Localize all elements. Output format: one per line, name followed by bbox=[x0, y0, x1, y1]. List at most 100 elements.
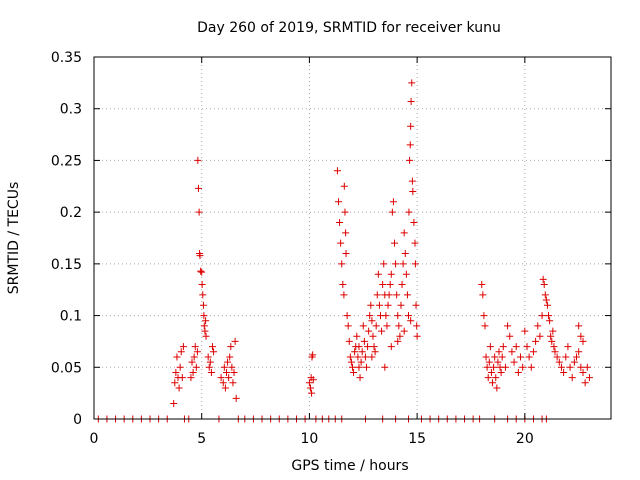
data-point bbox=[351, 348, 359, 356]
data-point bbox=[355, 343, 363, 351]
data-point bbox=[536, 332, 544, 340]
data-point bbox=[497, 368, 505, 376]
data-point bbox=[361, 353, 369, 361]
x-tick-label: 15 bbox=[408, 431, 426, 447]
data-point bbox=[568, 374, 576, 382]
axis-ticks: 0 0.05 0.1 0.15 0.2 0.25 0.3 0.35 0 5 10 15 20 bbox=[51, 50, 611, 447]
data-point bbox=[195, 208, 203, 216]
data-point bbox=[356, 374, 364, 382]
data-point bbox=[492, 374, 500, 382]
data-point bbox=[562, 353, 570, 361]
data-point bbox=[510, 358, 518, 366]
data-point bbox=[549, 327, 557, 335]
data-point bbox=[380, 260, 388, 268]
data-point bbox=[357, 358, 365, 366]
data-point bbox=[543, 301, 551, 309]
data-point bbox=[538, 312, 546, 320]
data-point bbox=[208, 343, 216, 351]
data-point bbox=[402, 270, 410, 278]
data-point bbox=[487, 368, 495, 376]
data-point bbox=[228, 363, 236, 371]
data-point bbox=[412, 301, 420, 309]
data-point bbox=[197, 267, 205, 275]
y-axis-label: SRMTID / TECUs bbox=[6, 182, 22, 295]
data-point bbox=[539, 275, 547, 283]
data-point bbox=[585, 374, 593, 382]
data-point bbox=[309, 351, 317, 359]
y-tick-label: 0.05 bbox=[51, 360, 82, 376]
data-point bbox=[481, 322, 489, 330]
data-point bbox=[573, 353, 581, 361]
data-point bbox=[382, 312, 390, 320]
data-point bbox=[308, 389, 316, 397]
data-point bbox=[396, 332, 404, 340]
data-point bbox=[175, 384, 183, 392]
data-point bbox=[501, 363, 509, 371]
data-point bbox=[545, 312, 553, 320]
data-point bbox=[385, 291, 393, 299]
data-point bbox=[566, 363, 574, 371]
data-point bbox=[355, 363, 363, 371]
data-point bbox=[179, 343, 187, 351]
data-point bbox=[564, 343, 572, 351]
data-point bbox=[206, 358, 214, 366]
data-point bbox=[358, 348, 366, 356]
data-point bbox=[364, 343, 372, 351]
grid-lines bbox=[94, 57, 611, 419]
data-point bbox=[334, 198, 342, 206]
data-point bbox=[359, 322, 367, 330]
data-point bbox=[199, 301, 207, 309]
data-point bbox=[405, 312, 413, 320]
data-point bbox=[204, 353, 212, 361]
data-point bbox=[521, 327, 529, 335]
data-point bbox=[199, 291, 207, 299]
data-point bbox=[413, 332, 421, 340]
data-points bbox=[94, 79, 593, 423]
data-point bbox=[546, 317, 554, 325]
data-point bbox=[410, 218, 418, 226]
data-point bbox=[478, 281, 486, 289]
data-point bbox=[493, 384, 501, 392]
data-point bbox=[368, 353, 376, 361]
data-point bbox=[305, 379, 313, 387]
data-point bbox=[575, 348, 583, 356]
data-point bbox=[540, 281, 548, 289]
data-point bbox=[224, 358, 232, 366]
data-point bbox=[354, 353, 362, 361]
data-point bbox=[548, 337, 556, 345]
data-point bbox=[230, 368, 238, 376]
data-point bbox=[339, 281, 347, 289]
data-point bbox=[369, 332, 377, 340]
data-point bbox=[363, 363, 371, 371]
x-axis-label: GPS time / hours bbox=[291, 458, 408, 474]
data-point bbox=[340, 182, 348, 190]
y-tick-label: 0.25 bbox=[51, 153, 82, 169]
data-point bbox=[405, 208, 413, 216]
data-point bbox=[194, 156, 202, 164]
data-point bbox=[504, 322, 512, 330]
data-point bbox=[394, 337, 402, 345]
chart-title: Day 260 of 2019, SRMTID for receiver kun… bbox=[197, 20, 501, 36]
data-point bbox=[534, 322, 542, 330]
data-point bbox=[198, 281, 206, 289]
data-point bbox=[205, 363, 213, 371]
data-point bbox=[506, 332, 514, 340]
data-point bbox=[494, 358, 502, 366]
data-point bbox=[226, 353, 234, 361]
data-point bbox=[383, 322, 391, 330]
data-point bbox=[229, 379, 237, 387]
data-point bbox=[202, 332, 210, 340]
data-point bbox=[508, 348, 516, 356]
data-point bbox=[542, 296, 550, 304]
data-point bbox=[525, 353, 533, 361]
data-point bbox=[483, 363, 491, 371]
data-point bbox=[340, 291, 348, 299]
data-point bbox=[529, 348, 537, 356]
data-point bbox=[392, 260, 400, 268]
data-point bbox=[353, 332, 361, 340]
data-point bbox=[198, 268, 206, 276]
data-point bbox=[541, 291, 549, 299]
data-point bbox=[171, 379, 179, 387]
data-point bbox=[188, 358, 196, 366]
data-point bbox=[306, 384, 314, 392]
